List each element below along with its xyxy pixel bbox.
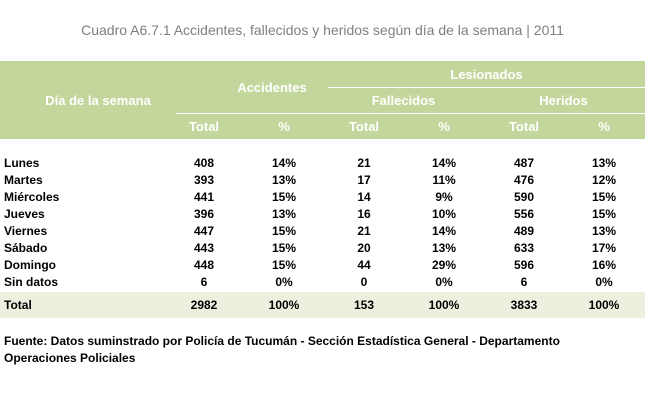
table-row: Martes 393 13% 17 11% 476 12% bbox=[0, 172, 645, 189]
cell-dia: Sin datos bbox=[4, 275, 59, 289]
cell-acc-pct: 100% bbox=[268, 298, 300, 312]
header-divider bbox=[176, 113, 645, 114]
cell-her-total: 487 bbox=[513, 156, 535, 170]
cell-her-total: 596 bbox=[513, 258, 535, 272]
cell-dia: Total bbox=[4, 298, 32, 312]
header-fal-pct: % bbox=[438, 118, 450, 134]
cell-her-total: 489 bbox=[513, 224, 535, 238]
header-acc-total: Total bbox=[188, 118, 220, 134]
cell-acc-total: 447 bbox=[193, 224, 215, 238]
cell-dia: Domingo bbox=[4, 258, 56, 272]
table-body: Lunes 408 14% 21 14% 487 13% Martes 393 … bbox=[0, 155, 645, 291]
total-row: Total 2982 100% 153 100% 3833 100% bbox=[0, 292, 645, 318]
spacer bbox=[0, 139, 645, 155]
cell-fal-pct: 29% bbox=[431, 258, 457, 272]
header-acc-pct: % bbox=[278, 118, 290, 134]
cell-fal-pct: 14% bbox=[431, 156, 457, 170]
header-heridos: Heridos bbox=[539, 92, 588, 108]
cell-dia: Martes bbox=[4, 173, 43, 187]
cell-her-pct: 100% bbox=[588, 298, 620, 312]
cell-acc-pct: 0% bbox=[275, 275, 293, 289]
cell-acc-total: 2982 bbox=[190, 298, 218, 312]
cell-her-pct: 15% bbox=[591, 190, 617, 204]
cell-acc-total: 441 bbox=[193, 190, 215, 204]
cell-fal-total: 20 bbox=[357, 241, 371, 255]
cell-fal-pct: 13% bbox=[431, 241, 457, 255]
table-title: Cuadro A6.7.1 Accidentes, fallecidos y h… bbox=[81, 22, 564, 38]
cell-acc-pct: 15% bbox=[271, 190, 297, 204]
cell-fal-pct: 0% bbox=[435, 275, 453, 289]
table-row: Domingo 448 15% 44 29% 596 16% bbox=[0, 257, 645, 274]
cell-acc-pct: 15% bbox=[271, 224, 297, 238]
cell-her-total: 633 bbox=[513, 241, 535, 255]
cell-fal-total: 14 bbox=[357, 190, 371, 204]
cell-acc-total: 408 bbox=[193, 156, 215, 170]
header-dia-semana: Día de la semana bbox=[45, 92, 151, 108]
header-fal-total: Total bbox=[348, 118, 380, 134]
header-her-pct: % bbox=[598, 118, 610, 134]
cell-dia: Lunes bbox=[4, 156, 40, 170]
cell-dia: Sábado bbox=[4, 241, 48, 255]
cell-fal-pct: 100% bbox=[428, 298, 460, 312]
cell-her-pct: 17% bbox=[591, 241, 617, 255]
table-header: Día de la semana Accidentes Lesionados F… bbox=[0, 61, 645, 139]
cell-her-pct: 16% bbox=[591, 258, 617, 272]
cell-her-total: 590 bbox=[513, 190, 535, 204]
cell-fal-total: 16 bbox=[357, 207, 371, 221]
cell-her-total: 556 bbox=[513, 207, 535, 221]
header-her-total: Total bbox=[508, 118, 540, 134]
cell-acc-pct: 14% bbox=[271, 156, 297, 170]
cell-fal-total: 0 bbox=[360, 275, 368, 289]
table-row: Sin datos 6 0% 0 0% 6 0% bbox=[0, 274, 645, 291]
cell-dia: Miércoles bbox=[4, 190, 60, 204]
cell-her-pct: 13% bbox=[591, 156, 617, 170]
cell-fal-total: 153 bbox=[353, 298, 375, 312]
cell-dia: Jueves bbox=[4, 207, 45, 221]
cell-her-pct: 0% bbox=[595, 275, 613, 289]
header-fallecidos: Fallecidos bbox=[371, 92, 436, 108]
table-row: Lunes 408 14% 21 14% 487 13% bbox=[0, 155, 645, 172]
cell-acc-total: 393 bbox=[193, 173, 215, 187]
cell-fal-pct: 11% bbox=[432, 173, 456, 187]
cell-her-pct: 15% bbox=[591, 207, 617, 221]
header-lesionados: Lesionados bbox=[450, 66, 523, 82]
cell-acc-pct: 15% bbox=[271, 241, 297, 255]
footnote-source: Fuente: Datos suminstrado por Policía de… bbox=[4, 334, 560, 365]
cell-acc-pct: 13% bbox=[271, 173, 297, 187]
cell-her-total: 6 bbox=[520, 275, 528, 289]
cell-acc-pct: 15% bbox=[271, 258, 297, 272]
cell-fal-total: 21 bbox=[357, 156, 371, 170]
cell-acc-total: 6 bbox=[200, 275, 208, 289]
table-row: Miércoles 441 15% 14 9% 590 15% bbox=[0, 189, 645, 206]
cell-dia: Viernes bbox=[4, 224, 48, 238]
table-row: Viernes 447 15% 21 14% 489 13% bbox=[0, 223, 645, 240]
cell-fal-total: 44 bbox=[357, 258, 371, 272]
cell-acc-total: 396 bbox=[193, 207, 215, 221]
cell-her-pct: 13% bbox=[591, 224, 617, 238]
cell-her-pct: 12% bbox=[591, 173, 617, 187]
cell-her-total: 3833 bbox=[510, 298, 538, 312]
table-row: Sábado 443 15% 20 13% 633 17% bbox=[0, 240, 645, 257]
cell-fal-total: 21 bbox=[357, 224, 371, 238]
cell-her-total: 476 bbox=[513, 173, 535, 187]
cell-acc-pct: 13% bbox=[271, 207, 297, 221]
header-divider bbox=[328, 87, 645, 88]
table-row: Jueves 396 13% 16 10% 556 15% bbox=[0, 206, 645, 223]
data-table: Día de la semana Accidentes Lesionados F… bbox=[0, 61, 645, 318]
cell-fal-total: 17 bbox=[357, 173, 371, 187]
cell-acc-total: 443 bbox=[193, 241, 215, 255]
cell-fal-pct: 9% bbox=[435, 190, 453, 204]
cell-fal-pct: 14% bbox=[431, 224, 457, 238]
cell-acc-total: 448 bbox=[193, 258, 215, 272]
cell-fal-pct: 10% bbox=[431, 207, 457, 221]
header-accidentes: Accidentes bbox=[237, 79, 307, 95]
